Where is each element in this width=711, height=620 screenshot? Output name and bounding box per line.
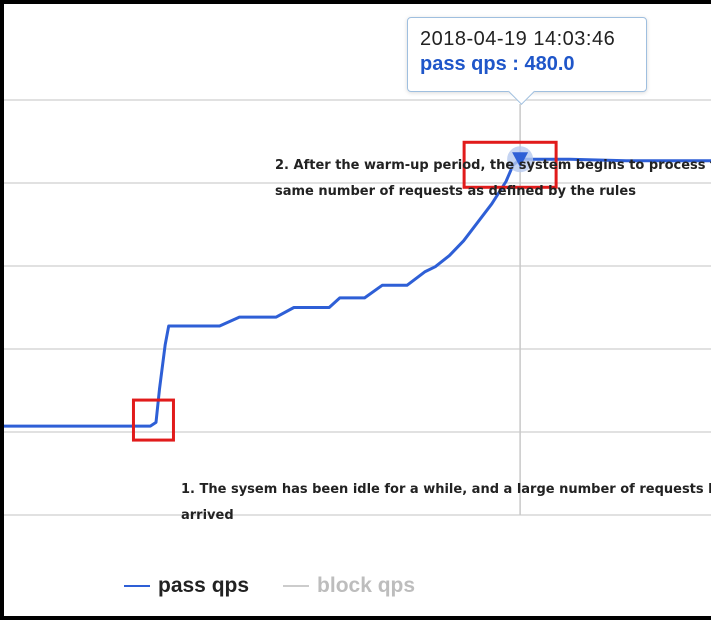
highlight-box-idle-start — [131, 398, 175, 442]
hover-marker — [512, 152, 529, 168]
tooltip-value: pass qps : 480.0 — [420, 53, 575, 75]
annotation-idle-line-1: 1. The sysem has been idle for a while, … — [181, 482, 711, 497]
series-line-pass-qps — [4, 157, 711, 428]
annotation-idle-line-2: arrived — [181, 508, 234, 523]
legend-item-pass-qps[interactable]: pass qps — [124, 574, 249, 598]
chart-legend: pass qps block qps — [124, 574, 449, 598]
legend-swatch-block-qps — [283, 585, 310, 587]
line-chart: 2. After the warm-up period, the system … — [4, 99, 711, 523]
legend-item-block-qps[interactable]: block qps — [283, 574, 415, 598]
hover-tooltip: 2018-04-19 14:03:46 pass qps : 480.0 — [407, 17, 647, 105]
annotation-warmup-line-1: 2. After the warm-up period, the system … — [275, 158, 711, 173]
annotation-warmup-line-2: same number of requests as defined by th… — [275, 184, 636, 199]
chart-frame: 2. After the warm-up period, the system … — [4, 4, 711, 616]
legend-label-pass-qps: pass qps — [158, 574, 250, 597]
legend-label-block-qps: block qps — [317, 574, 416, 597]
highlight-box-warmup-end — [462, 140, 558, 189]
legend-swatch-pass-qps — [124, 585, 150, 587]
tooltip-time: 2018-04-19 14:03:46 — [420, 28, 616, 50]
